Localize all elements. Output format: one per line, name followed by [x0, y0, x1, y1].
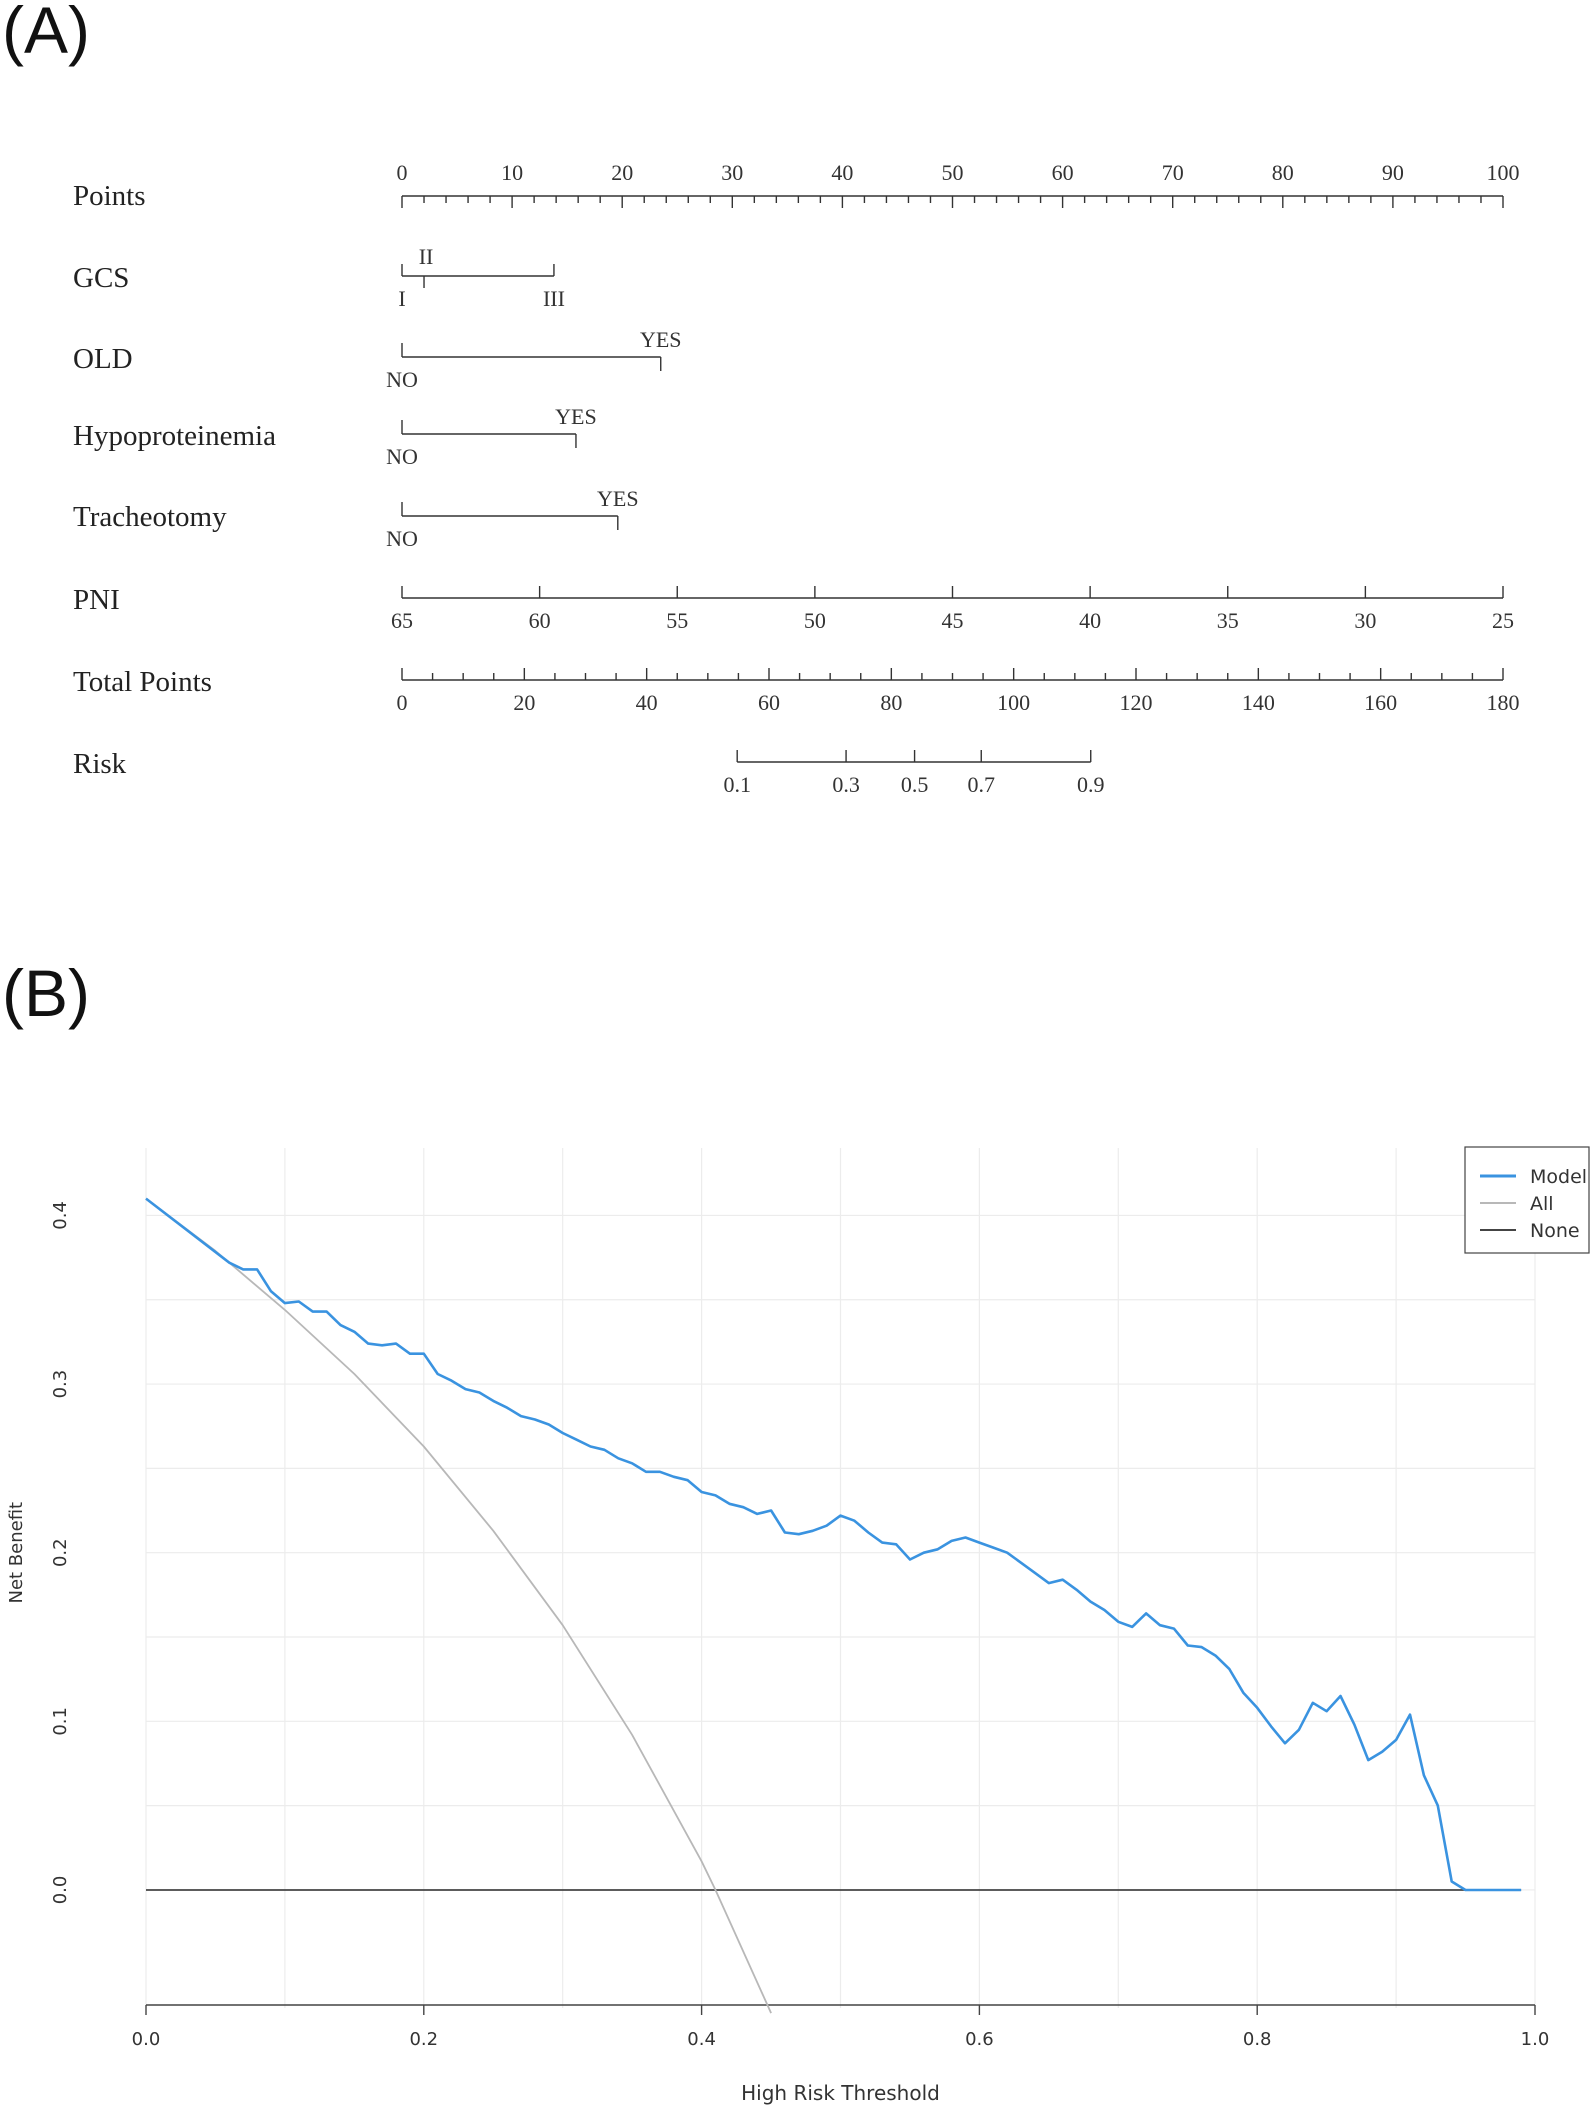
- legend-label-none: None: [1530, 1220, 1580, 1242]
- hypoproteinemia-level-label: YES: [555, 404, 597, 429]
- points-tick-label: 80: [1272, 160, 1294, 185]
- risk-tick-label: 0.3: [832, 772, 860, 797]
- y-tick-label: 0.1: [50, 1707, 71, 1736]
- pni-tick-label: 65: [391, 608, 413, 633]
- old-level-label: NO: [386, 367, 418, 392]
- pni-tick-label: 50: [804, 608, 826, 633]
- legend-label-model: Model: [1530, 1166, 1587, 1188]
- x-tick-label: 1.0: [1521, 2029, 1550, 2050]
- row-name-old: OLD: [73, 343, 133, 375]
- row-name-total-points: Total Points: [73, 666, 212, 698]
- x-tick-label: 0.6: [965, 2029, 994, 2050]
- y-tick-label: 0.3: [50, 1370, 71, 1399]
- risk-tick-label: 0.9: [1077, 772, 1105, 797]
- x-axis-title: High Risk Threshold: [741, 2081, 940, 2105]
- pni-tick-label: 55: [666, 608, 688, 633]
- total-points-tick-label: 40: [636, 690, 658, 715]
- old-level-label: YES: [640, 327, 682, 352]
- series-line-all: [145, 1197, 772, 2014]
- row-name-hypoproteinemia: Hypoproteinemia: [73, 420, 276, 452]
- y-axis-title: Net Benefit: [6, 1502, 27, 1604]
- row-name-points: Points: [73, 180, 146, 212]
- pni-tick-label: 40: [1079, 608, 1101, 633]
- points-tick-label: 20: [611, 160, 633, 185]
- total-points-tick-label: 0: [397, 690, 408, 715]
- pni-tick-label: 35: [1217, 608, 1239, 633]
- tracheotomy-level-label: YES: [597, 486, 639, 511]
- total-points-tick-label: 160: [1364, 690, 1397, 715]
- total-points-tick-label: 140: [1242, 690, 1275, 715]
- total-points-tick-label: 120: [1120, 690, 1153, 715]
- pni-tick-label: 45: [942, 608, 964, 633]
- total-points-tick-label: 80: [880, 690, 902, 715]
- points-tick-label: 100: [1487, 160, 1520, 185]
- risk-tick-label: 0.7: [967, 772, 995, 797]
- total-points-tick-label: 180: [1487, 690, 1520, 715]
- points-tick-label: 50: [942, 160, 964, 185]
- pni-tick-label: 25: [1492, 608, 1514, 633]
- panel-a-label: (A): [2, 0, 90, 67]
- total-points-tick-label: 20: [513, 690, 535, 715]
- total-points-tick-label: 100: [997, 690, 1030, 715]
- x-tick-label: 0.2: [409, 2029, 438, 2050]
- row-name-pni: PNI: [73, 584, 120, 616]
- legend: Model All None: [1464, 1146, 1590, 1254]
- row-name-risk: Risk: [73, 748, 127, 780]
- series-line-model: [145, 1197, 1522, 1892]
- total-points-tick-label: 60: [758, 690, 780, 715]
- points-tick-label: 60: [1052, 160, 1074, 185]
- tracheotomy-level-label: NO: [386, 526, 418, 551]
- y-tick-label: 0.4: [50, 1201, 71, 1230]
- points-tick-label: 40: [831, 160, 853, 185]
- points-tick-label: 90: [1382, 160, 1404, 185]
- points-tick-label: 70: [1162, 160, 1184, 185]
- x-tick-label: 0.0: [132, 2029, 161, 2050]
- points-tick-label: 0: [397, 160, 408, 185]
- x-tick-label: 0.8: [1243, 2029, 1272, 2050]
- points-tick-label: 30: [721, 160, 743, 185]
- gcs-level-label: III: [543, 286, 565, 311]
- legend-label-all: All: [1530, 1193, 1554, 1215]
- legend-box: [1464, 1146, 1590, 1254]
- y-tick-label: 0.0: [50, 1876, 71, 1905]
- x-tick-label: 0.4: [687, 2029, 716, 2050]
- row-name-gcs: GCS: [73, 262, 129, 294]
- gcs-level-label: II: [419, 244, 434, 269]
- pni-tick-label: 60: [529, 608, 551, 633]
- gcs-level-label: I: [398, 286, 405, 311]
- pni-tick-label: 30: [1354, 608, 1376, 633]
- points-tick-label: 10: [501, 160, 523, 185]
- decision-curve-chart: 0.0 0.2 0.4 0.6 0.8 1.0 High Risk Threshold 0.0…: [6, 1146, 1590, 2105]
- risk-tick-label: 0.1: [723, 772, 751, 797]
- hypoproteinemia-level-label: NO: [386, 444, 418, 469]
- y-tick-label: 0.2: [50, 1538, 71, 1567]
- row-name-tracheotomy: Tracheotomy: [73, 501, 227, 533]
- panel-b-label: (B): [2, 956, 90, 1030]
- risk-tick-label: 0.5: [901, 772, 929, 797]
